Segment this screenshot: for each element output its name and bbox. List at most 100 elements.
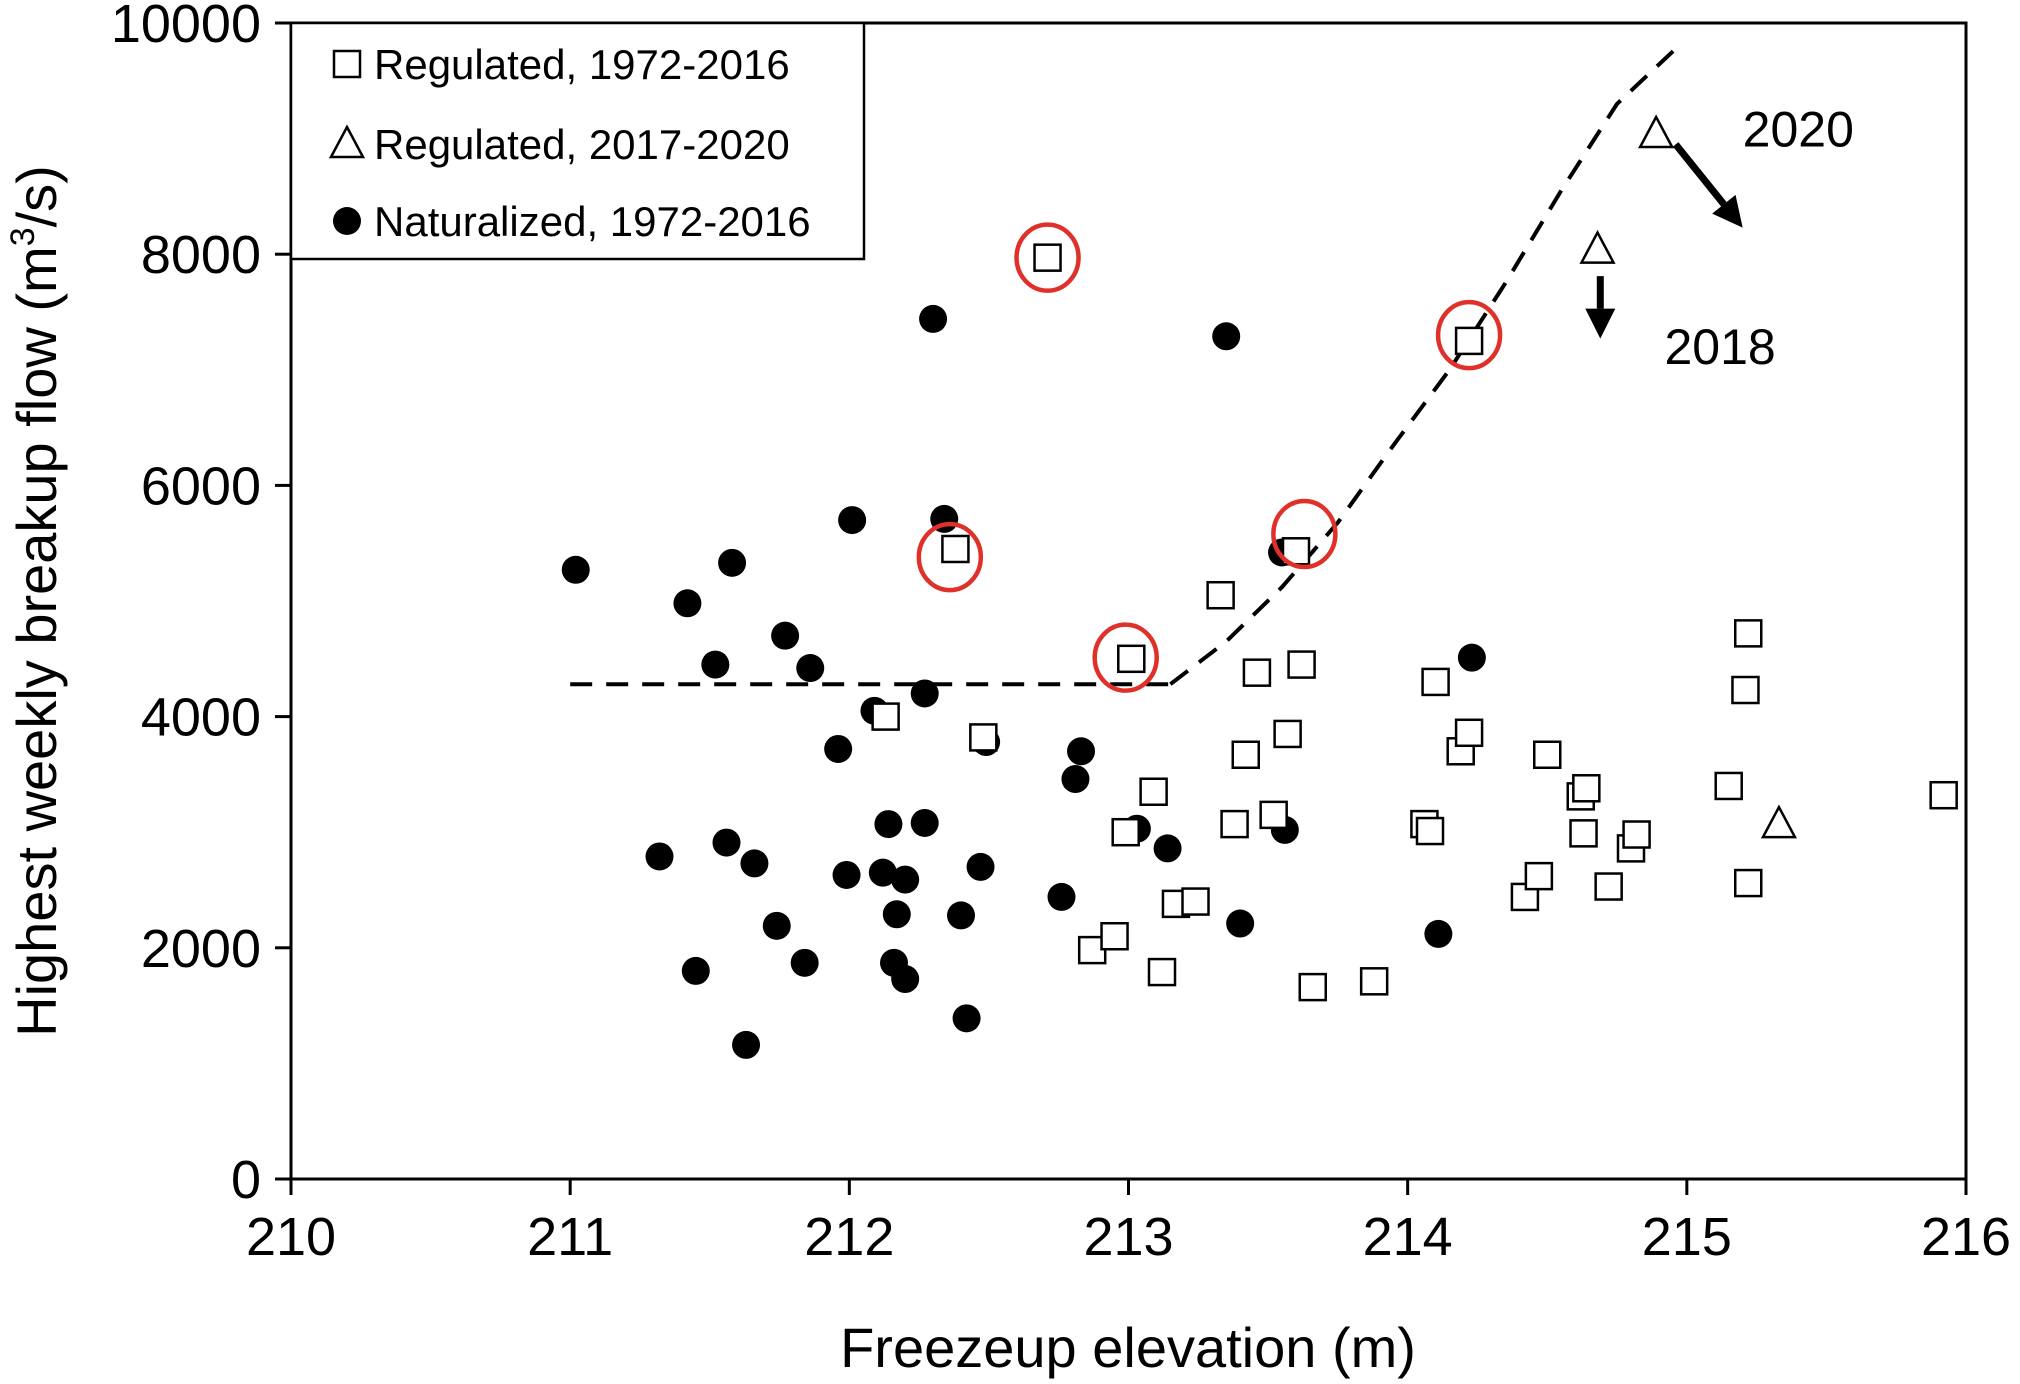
square-point bbox=[969, 723, 998, 752]
threshold-rising-segment bbox=[1169, 44, 1680, 686]
threshold-curve bbox=[570, 44, 1680, 687]
circle-point bbox=[1061, 765, 1090, 794]
circle-point bbox=[882, 900, 911, 929]
x-tick-label: 214 bbox=[1363, 1207, 1453, 1267]
circle-point bbox=[740, 849, 769, 878]
x-tick-label: 215 bbox=[1642, 1207, 1732, 1267]
circle-point bbox=[838, 506, 867, 535]
circle-point bbox=[952, 1004, 981, 1033]
circle-point bbox=[561, 555, 590, 584]
square-point bbox=[1273, 719, 1302, 749]
square-point bbox=[1731, 675, 1760, 705]
x-tick-label: 210 bbox=[246, 1207, 336, 1267]
square-point bbox=[1077, 935, 1107, 965]
legend-label: Naturalized, 1972-2016 bbox=[374, 198, 811, 245]
circle-point bbox=[919, 304, 948, 333]
circle-point bbox=[891, 965, 920, 994]
square-point bbox=[1033, 243, 1062, 272]
annotation-label: 2020 bbox=[1743, 102, 1854, 158]
circle-point bbox=[832, 860, 861, 889]
square-point bbox=[1242, 658, 1272, 687]
square-point bbox=[1259, 800, 1288, 830]
square-point bbox=[1454, 718, 1484, 748]
square-point bbox=[1929, 780, 1958, 810]
square-point bbox=[1572, 774, 1601, 803]
circle-point bbox=[681, 956, 710, 985]
square-point bbox=[941, 534, 970, 564]
highlight-circle bbox=[1014, 222, 1081, 293]
square-point bbox=[1359, 967, 1389, 996]
annotation-arrow-shaft bbox=[1672, 142, 1727, 207]
data-points bbox=[561, 114, 1958, 1059]
square-point bbox=[1524, 861, 1554, 891]
circle-point bbox=[790, 948, 819, 977]
square-point bbox=[1139, 777, 1168, 806]
circle-point bbox=[868, 858, 897, 887]
square-point bbox=[1594, 872, 1623, 901]
highlight-circle bbox=[1435, 299, 1503, 371]
square-point bbox=[1734, 619, 1763, 648]
circle-point bbox=[762, 911, 791, 940]
circle-point bbox=[1047, 882, 1076, 911]
square-point bbox=[1111, 817, 1140, 847]
legend-circle-marker bbox=[333, 207, 361, 235]
legend-square-marker bbox=[332, 49, 362, 79]
circle-point bbox=[1424, 919, 1453, 948]
square-point bbox=[1533, 740, 1562, 769]
y-tick-label: 2000 bbox=[141, 919, 261, 979]
triangle-point bbox=[1760, 804, 1798, 839]
square-point bbox=[871, 702, 900, 731]
square-point bbox=[1100, 921, 1129, 951]
square-point bbox=[1298, 972, 1327, 1002]
highlight-circle bbox=[1092, 622, 1159, 693]
square-point bbox=[1147, 957, 1177, 987]
circle-point bbox=[796, 654, 825, 683]
triangle-point bbox=[1638, 114, 1675, 149]
y-tick-label: 6000 bbox=[141, 456, 261, 516]
circle-point bbox=[1067, 737, 1096, 766]
circle-point bbox=[1212, 322, 1241, 351]
legend-label: Regulated, 1972-2016 bbox=[374, 41, 790, 88]
square-point bbox=[1415, 816, 1445, 846]
annotation-label: 2018 bbox=[1665, 319, 1776, 375]
legend-label: Regulated, 2017-2020 bbox=[374, 121, 790, 168]
x-tick-label: 216 bbox=[1921, 1207, 2011, 1267]
square-point bbox=[1287, 650, 1316, 679]
legend-box bbox=[289, 21, 866, 261]
circle-point bbox=[824, 734, 853, 763]
circle-point bbox=[771, 621, 800, 650]
y-axis-title: Highest weekly breakup flow (m3/s) bbox=[4, 165, 68, 1037]
axis-tick-labels: 210 211 212 213 214 215 216 0 2000 4000 6000 8000 10… bbox=[111, 0, 2011, 1267]
highlight-circle bbox=[1271, 498, 1338, 570]
circle-point bbox=[1226, 909, 1255, 938]
square-point bbox=[1734, 868, 1763, 898]
y-axis-title-main: Highest weekly breakup flow (m bbox=[5, 246, 68, 1037]
square-point bbox=[1421, 667, 1450, 697]
annotation-arrow-head bbox=[1585, 308, 1616, 339]
square-point bbox=[1569, 819, 1598, 848]
x-axis-title: Freezeup elevation (m) bbox=[840, 1316, 1416, 1379]
square-point bbox=[1454, 326, 1484, 356]
legend-triangle-marker bbox=[328, 124, 366, 159]
y-tick-label: 0 bbox=[231, 1150, 261, 1210]
circle-point bbox=[910, 679, 939, 708]
x-tick-label: 213 bbox=[1083, 1207, 1173, 1267]
circle-point bbox=[891, 865, 920, 894]
y-tick-label: 4000 bbox=[141, 688, 261, 748]
circle-point bbox=[910, 808, 939, 837]
circle-point bbox=[732, 1030, 761, 1059]
y-tick-label: 10000 bbox=[111, 0, 261, 54]
x-tick-label: 211 bbox=[527, 1207, 613, 1267]
square-point bbox=[1231, 740, 1260, 769]
circle-point bbox=[874, 810, 903, 839]
highlight-circles bbox=[916, 222, 1503, 693]
circle-point bbox=[712, 828, 741, 857]
triangle-point bbox=[1579, 229, 1616, 264]
axis-ticks bbox=[275, 21, 1968, 1195]
circle-point bbox=[645, 842, 674, 871]
annotations: 2020 2018 bbox=[1585, 102, 1854, 375]
circle-point bbox=[673, 589, 702, 618]
y-axis-title-end: /s) bbox=[5, 165, 68, 227]
highlight-circle bbox=[916, 521, 984, 593]
